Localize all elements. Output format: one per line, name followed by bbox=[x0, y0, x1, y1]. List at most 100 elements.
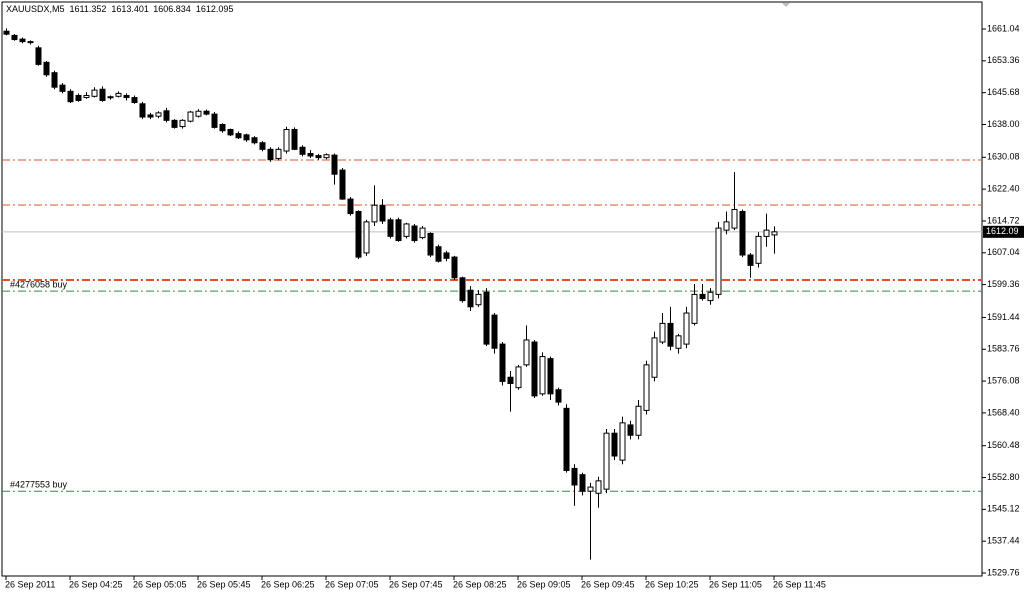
candle-body bbox=[339, 169, 346, 200]
x-tick-label: 26 Sep 06:25 bbox=[261, 579, 315, 589]
candle-body bbox=[747, 254, 754, 266]
candle-body bbox=[523, 339, 530, 366]
candle-body bbox=[347, 198, 354, 215]
candle-body bbox=[323, 154, 330, 159]
candle-body bbox=[171, 119, 178, 128]
candle-body bbox=[467, 289, 474, 308]
candle-body bbox=[43, 61, 50, 76]
candle-body bbox=[259, 142, 266, 150]
header-value: 1606.834 bbox=[153, 4, 191, 14]
candle-body bbox=[707, 291, 714, 302]
candle-body bbox=[91, 89, 98, 97]
candle-body bbox=[267, 148, 274, 161]
candle-body bbox=[19, 38, 26, 43]
candle-body bbox=[403, 223, 410, 237]
candle-body bbox=[475, 293, 482, 306]
header-value: 1612.095 bbox=[196, 4, 234, 14]
candle-body bbox=[299, 146, 306, 155]
candle-body bbox=[187, 111, 194, 122]
shift-marker bbox=[782, 3, 790, 7]
y-tick-label: 1529.76 bbox=[987, 567, 1020, 577]
y-tick-label: 1537.44 bbox=[987, 536, 1020, 546]
candle-body bbox=[35, 47, 42, 65]
candle-body bbox=[619, 422, 626, 461]
candle-body bbox=[139, 103, 146, 118]
candle-body bbox=[771, 231, 778, 236]
symbol-title: XAUUSDX,M5 bbox=[6, 4, 65, 14]
y-tick-label: 1622.40 bbox=[987, 184, 1020, 194]
candle-body bbox=[683, 312, 690, 345]
x-tick-label: 26 Sep 07:45 bbox=[389, 579, 443, 589]
candle-body bbox=[643, 364, 650, 411]
order-label: #4276058 buy bbox=[10, 279, 68, 289]
candle-body bbox=[435, 246, 442, 262]
candle-body bbox=[283, 128, 290, 152]
x-tick-label: 26 Sep 05:05 bbox=[133, 579, 187, 589]
x-tick-label: 26 Sep 2011 bbox=[5, 579, 55, 589]
candle-body bbox=[291, 128, 298, 150]
y-tick-label: 1638.00 bbox=[987, 119, 1020, 129]
candle-body bbox=[579, 474, 586, 492]
candle-body bbox=[547, 358, 554, 395]
candle-body bbox=[3, 30, 10, 35]
candle-body bbox=[731, 208, 738, 229]
candle-body bbox=[763, 229, 770, 237]
candle-body bbox=[491, 314, 498, 349]
y-tick-label: 1545.12 bbox=[987, 504, 1020, 514]
plot-frame bbox=[1, 1, 983, 577]
y-tick-label: 1653.36 bbox=[987, 55, 1020, 65]
y-tick-label: 1599.36 bbox=[987, 279, 1020, 289]
y-tick-label: 1607.04 bbox=[987, 247, 1020, 257]
candle-body bbox=[691, 293, 698, 324]
candle-body bbox=[443, 252, 450, 259]
candle-body bbox=[755, 235, 762, 264]
y-tick-label: 1583.76 bbox=[987, 344, 1020, 354]
candle-body bbox=[163, 110, 170, 121]
candle-body bbox=[99, 88, 106, 101]
candle-body bbox=[459, 277, 466, 302]
candle-body bbox=[363, 221, 370, 254]
candle-body bbox=[659, 322, 666, 343]
candle-body bbox=[331, 154, 338, 175]
candle-body bbox=[67, 90, 74, 103]
candle-body bbox=[251, 137, 258, 144]
last-price-box bbox=[983, 225, 1024, 238]
x-tick-label: 26 Sep 05:45 bbox=[197, 579, 251, 589]
candle-body bbox=[555, 389, 562, 403]
candle-body bbox=[507, 376, 514, 384]
y-tick-label: 1568.40 bbox=[987, 407, 1020, 417]
x-tick-label: 26 Sep 08:25 bbox=[453, 579, 507, 589]
candle-body bbox=[115, 92, 122, 97]
candle-body bbox=[427, 232, 434, 256]
x-tick-label: 26 Sep 10:25 bbox=[645, 579, 699, 589]
x-tick-label: 26 Sep 04:25 bbox=[69, 579, 123, 589]
candle-body bbox=[195, 110, 202, 117]
candle-body bbox=[83, 94, 90, 99]
candle-body bbox=[387, 219, 394, 237]
candle-body bbox=[27, 41, 34, 44]
candle-body bbox=[739, 211, 746, 256]
y-tick-label: 1552.80 bbox=[987, 472, 1020, 482]
candle-body bbox=[499, 343, 506, 382]
candle-body bbox=[651, 337, 658, 378]
candle-body bbox=[179, 119, 186, 128]
candle-body bbox=[627, 424, 634, 436]
x-tick-label: 26 Sep 11:05 bbox=[709, 579, 762, 589]
candle-body bbox=[147, 114, 154, 118]
candle-body bbox=[355, 211, 362, 258]
x-tick-label: 26 Sep 11:45 bbox=[773, 579, 826, 589]
candle-body bbox=[715, 227, 722, 295]
candle-body bbox=[275, 148, 282, 159]
candle-body bbox=[723, 221, 730, 231]
candle-body bbox=[595, 480, 602, 494]
candle-body bbox=[611, 432, 618, 457]
candle-body bbox=[307, 152, 314, 157]
candle-body bbox=[483, 291, 490, 345]
chart-header: XAUUSDX,M5 1611.352 1613.401 1606.834 1612.0… bbox=[6, 4, 233, 14]
last-price-label: 1612.09 bbox=[986, 226, 1019, 236]
candle-body bbox=[419, 227, 426, 239]
candle-body bbox=[123, 94, 130, 99]
candle-body bbox=[51, 72, 58, 88]
candle-body bbox=[75, 94, 82, 101]
